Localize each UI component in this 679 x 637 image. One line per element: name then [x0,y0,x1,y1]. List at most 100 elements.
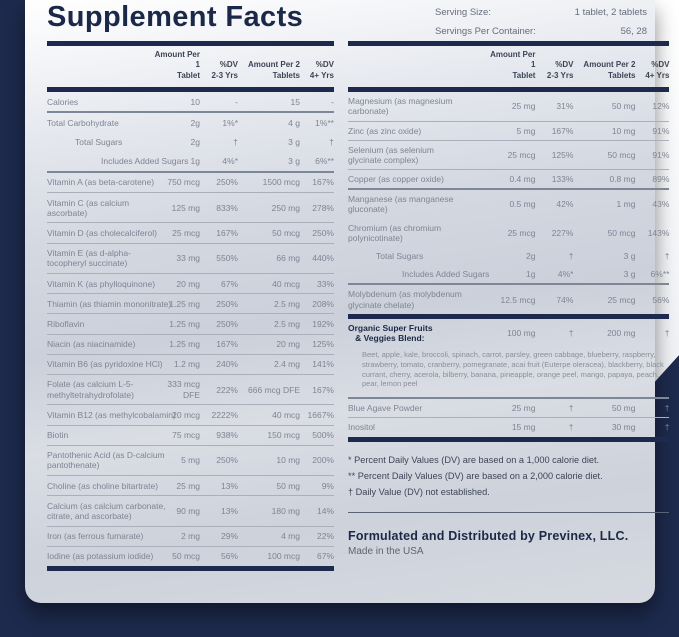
amount-per-1-tablet: 1g [525,269,536,280]
row-separator [47,404,334,406]
amount-per-1-tablet: 1.2 mg [174,359,200,370]
row-separator [47,192,334,194]
dv-4plus-yrs: 22% [316,531,334,542]
amount-per-1-tablet: 5 mg [181,455,200,466]
fact-row: Organic Super Fruits & Veggies Blend: 100… [348,319,669,347]
fact-row: Molybdenum (as molybdenum glycinate chel… [348,285,669,313]
nutrient-name: Iodine (as potassium iodide) [47,551,154,562]
amount-per-1-tablet: 25 mg [176,480,200,491]
row-separator [348,120,670,122]
amount-per-2-tablets: 2.5 mg [274,318,300,329]
dv-4plus-yrs: 192% [312,318,334,329]
serving-size-value: 1 tablet, 2 tablets [574,7,647,18]
dv-2-3yrs: 250% [216,177,238,188]
dv-2-3yrs: 4%* [557,269,574,280]
dv-4plus-yrs: 167% [312,384,334,395]
amount-per-2-tablets: 50 mcg [272,227,300,238]
section-bar [348,313,670,319]
fact-row: Vitamin K (as phylloquinone) 20 mg 67% 40 m… [47,274,334,293]
dv-2-3yrs: 250% [216,298,238,309]
amount-per-2-tablets: 3 g [288,137,300,148]
dv-4plus-yrs: 43% [652,199,670,210]
nutrient-name: Zinc (as zinc oxide) [348,125,422,136]
fact-row: Iodine (as potassium iodide) 50 mcg 56% 100… [47,547,334,566]
amount-per-2-tablets: 10 mg [276,455,300,466]
amount-per-1-tablet: 50 mcg [172,551,200,562]
dv-4plus-yrs: 91% [652,149,670,160]
amount-per-1-tablet: 333 mcg DFE [167,379,200,400]
row-separator [47,545,334,547]
amount-per-2-tablets: 3 g [288,156,300,167]
amount-per-1-tablet: 1g [190,156,200,167]
fact-row: Zinc (as zinc oxide) 5 mg 167% 10 mg 91% [348,122,669,140]
amount-per-1-tablet: 0.5 mg [509,199,536,210]
amount-per-2-tablets: 40 mcg [272,278,300,289]
header-amount-per-1: Amount Per 1 Tablet [490,50,536,80]
amount-per-1-tablet: 25 mcg [172,227,200,238]
amount-per-2-tablets: 30 mg [611,422,636,433]
fact-row: Vitamin C (as calcium ascorbate) 125 mg 83… [47,193,334,222]
dv-4plus-yrs: 278% [312,202,334,213]
dv-2-3yrs: 56% [220,551,238,562]
dv-2-3yrs: † [568,422,574,433]
row-separator [47,333,334,335]
fact-row: Copper (as copper oxide) 0.4 mg 133% 0.8 mg… [348,170,669,188]
fact-row: Thiamin (as thiamin mononitrate) 1.25 mg 2… [47,294,334,313]
dv-2-3yrs: 125% [551,149,574,160]
amount-per-1-tablet: 2g [190,117,200,128]
dv-2-3yrs: 240% [216,359,238,370]
serving-info: Serving Size: 1 tablet, 2 tablets Servin… [435,2,647,41]
amount-per-2-tablets: 50 mg [611,101,636,112]
amount-per-2-tablets: 4 mg [281,531,300,542]
dv-4plus-yrs: 250% [312,227,334,238]
dv-2-3yrs: 250% [216,455,238,466]
amount-per-1-tablet: 750 mcg [167,177,200,188]
dv-2-3yrs: 4%* [222,156,238,167]
nutrient-name: Vitamin E (as d-alpha- tocopheryl succin… [47,248,131,269]
dv-2-3yrs: † [568,403,574,414]
fact-row: Includes Added Sugars 1g 4%* 3 g 6%** [47,152,334,171]
amount-per-2-tablets: 200 mg [607,327,636,338]
amount-per-1-tablet: 20 mg [176,278,200,289]
nutrient-name: Choline (as choline bitartrate) [47,480,159,491]
fact-row: Vitamin A (as beta-carotene) 750 mcg 250% 1… [47,173,334,192]
dv-2-3yrs: 550% [216,253,238,264]
row-separator [348,283,670,286]
dv-4plus-yrs: 6%** [650,269,670,280]
facts-column-left: Amount Per 1 Tablet %DV 2-3 Yrs Amount Per… [47,41,334,572]
amount-per-1-tablet: 2 mg [181,531,200,542]
row-separator [348,188,670,191]
amount-per-1-tablet: 1.25 mg [169,339,200,350]
nutrient-name: Pantothenic Acid (as D-calcium pantothen… [47,450,165,471]
footnote-2000-cal: ** Percent Daily Values (DV) are based o… [348,470,603,481]
dv-4plus-yrs: † [664,251,670,262]
row-separator [47,353,334,355]
row-separator [348,169,670,171]
amount-per-1-tablet: 20 mcg [172,409,200,420]
dv-2-3yrs: 227% [551,227,574,238]
amount-per-2-tablets: 0.8 mg [609,174,636,185]
fact-row: Choline (as choline bitartrate) 25 mg 13% 5… [47,476,334,495]
fact-row: Manganese (as manganese gluconate) 0.5 mg… [348,190,669,218]
fact-row: Total Sugars 2g † 3 g † [47,133,334,152]
nutrient-name: Includes Added Sugars [101,156,189,167]
amount-per-1-tablet: 2g [525,251,536,262]
row-separator [47,424,334,426]
amount-per-1-tablet: 33 mg [176,253,200,264]
nutrient-name: Organic Super Fruits & Veggies Blend: [348,322,433,343]
dv-2-3yrs: 222% [216,384,238,395]
nutrient-name: Total Carbohydrate [47,117,119,128]
fact-row: Magnesium (as magnesium carbonate) 25 mg 3… [348,92,669,120]
serving-size-row: Serving Size: 1 tablet, 2 tablets [435,7,647,18]
amount-per-1-tablet: 125 mg [171,202,200,213]
nutrient-name: Thiamin (as thiamin mononitrate) [47,298,172,309]
blend-ingredients-text: Beet, apple, kale, broccoli, spinach, ca… [362,350,664,389]
dv-4plus-yrs: 89% [652,174,670,185]
fact-row: Biotin 75 mcg 938% 150 mcg 500% [47,426,334,445]
dv-2-3yrs: 833% [216,202,238,213]
dv-4plus-yrs: 141% [312,359,334,370]
table-top-bar [348,41,670,46]
row-separator [47,170,334,173]
row-separator [348,397,670,400]
table-column-headers: Amount Per 1 Tablet %DV 2-3 Yrs Amount Per… [348,46,669,87]
